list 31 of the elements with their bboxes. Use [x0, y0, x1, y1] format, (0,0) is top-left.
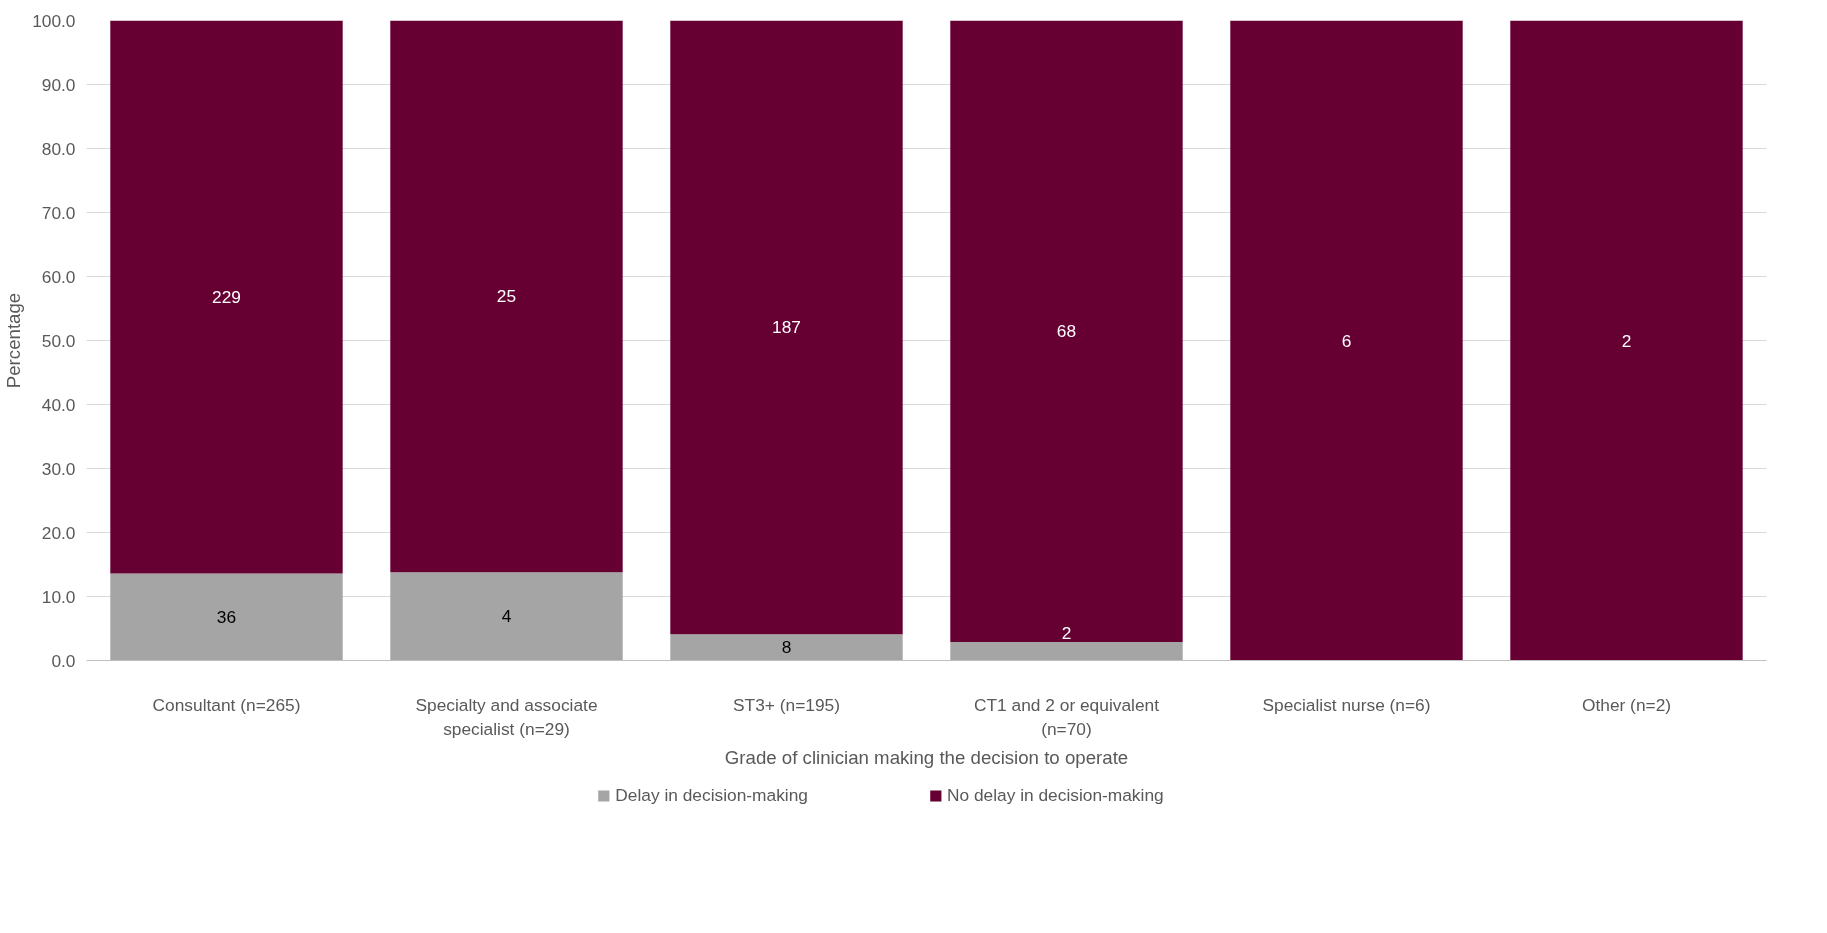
y-tick-label: 50.0 — [41, 330, 76, 351]
x-tick-label: Other (n=2) — [1581, 694, 1672, 715]
x-tick-label: ST3+ (n=195) — [733, 694, 840, 715]
x-tick-label: CT1 and 2 or equivalent (n=70) — [974, 694, 1160, 739]
x-tick-label: Consultant (n=265) — [152, 694, 301, 715]
y-tick-label: 30.0 — [41, 458, 76, 479]
annotation: 4 — [501, 606, 512, 627]
annotation: 229 — [212, 286, 241, 307]
annotation: 187 — [772, 317, 801, 338]
x-tick-label: Specialty and associate specialist (n=29) — [415, 694, 598, 739]
y-tick-label: 100.0 — [32, 10, 76, 31]
y-tick-label: 90.0 — [41, 74, 76, 95]
annotation: 2 — [1061, 622, 1072, 643]
annotation: 8 — [781, 637, 792, 658]
y-tick-label: 10.0 — [41, 586, 76, 607]
annotation: 6 — [1341, 330, 1352, 351]
annotation: 25 — [496, 286, 517, 307]
annotation: 68 — [1056, 321, 1077, 342]
annotation: 36 — [216, 606, 237, 627]
legend-label: Delay in decision-making — [615, 784, 808, 806]
y-axis-title: Percentage — [3, 292, 25, 389]
x-axis-title: Grade of clinician making the decision to operate — [724, 746, 1129, 768]
y-tick-label: 60.0 — [41, 266, 76, 287]
y-tick-label: 0.0 — [51, 650, 76, 671]
y-tick-label: 20.0 — [41, 522, 76, 543]
legend-label: No delay in decision-making — [946, 784, 1164, 806]
y-tick-label: 40.0 — [41, 394, 76, 415]
annotation: 2 — [1621, 330, 1632, 351]
y-tick-label: 70.0 — [41, 202, 76, 223]
x-tick-label: Specialist nurse (n=6) — [1262, 694, 1431, 715]
y-tick-label: 80.0 — [41, 138, 76, 159]
